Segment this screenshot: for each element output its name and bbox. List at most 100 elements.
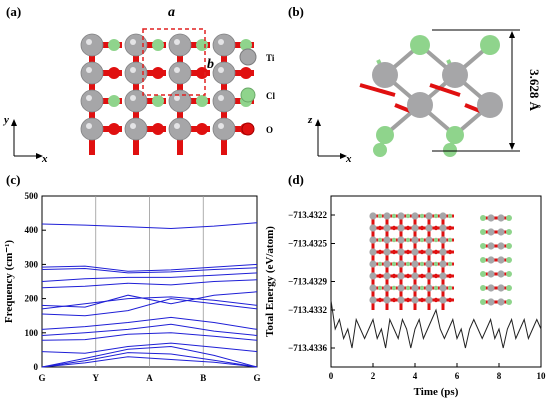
o-atom	[152, 123, 164, 135]
ti-highlight	[86, 39, 92, 45]
small-atom	[447, 249, 453, 255]
ti-highlight	[174, 95, 180, 101]
cl-atom	[196, 95, 208, 107]
cl-atom	[480, 215, 486, 221]
panel-a-label: (a)	[6, 4, 21, 19]
ti-atom	[369, 224, 377, 232]
small-atom	[419, 285, 425, 291]
o-bond	[427, 291, 431, 298]
o-bond	[89, 51, 95, 71]
ti-atom	[411, 248, 419, 256]
ti-atom	[168, 33, 192, 57]
o-bond	[385, 231, 389, 238]
o-bond	[177, 107, 183, 127]
cl-atom	[506, 229, 512, 235]
o-atom	[152, 67, 164, 79]
ti-atom	[124, 89, 148, 113]
o-bond	[399, 279, 403, 286]
ti-atom	[212, 61, 236, 85]
o-bond	[133, 135, 139, 155]
ti-atom	[487, 256, 495, 264]
thickness-indicator: 3.628 Å	[432, 29, 542, 152]
ti-atom	[487, 270, 495, 278]
ti-atom	[397, 248, 405, 256]
ti-atom	[397, 272, 405, 280]
o-bond	[413, 255, 417, 262]
cl-atom	[506, 299, 512, 305]
panel-d-label: (d)	[288, 172, 304, 187]
ti-atom	[369, 248, 377, 256]
small-atom	[391, 297, 397, 303]
o-bond	[481, 286, 511, 290]
o-bond	[399, 303, 403, 310]
cl-atom	[506, 243, 512, 249]
small-atom	[377, 285, 383, 291]
ti-atom	[212, 89, 236, 113]
cl-atom	[480, 285, 486, 291]
o-bond	[371, 243, 375, 250]
ti-highlight	[130, 95, 136, 101]
small-atom	[391, 285, 397, 291]
cl-atom	[480, 229, 486, 235]
small-atom	[391, 237, 397, 243]
cl-atom	[480, 257, 486, 263]
o-bond	[221, 79, 227, 99]
ti-atom	[497, 284, 505, 292]
ti-atom	[425, 296, 433, 304]
ti-atom	[383, 284, 391, 292]
small-atom	[391, 273, 397, 279]
energy-trace	[330, 300, 542, 349]
axis-y-label: y	[2, 114, 9, 126]
small-atom	[377, 237, 383, 243]
o-bond	[481, 272, 511, 276]
lattice-a-label: a	[168, 5, 175, 20]
ti-atom	[411, 284, 419, 292]
o-bond	[399, 267, 403, 274]
small-atom	[447, 297, 453, 303]
ti-atom	[487, 228, 495, 236]
y-tick-label: 300	[25, 259, 39, 269]
small-atom	[433, 261, 439, 267]
axis-x-label-b: x	[345, 153, 352, 165]
o-bond	[371, 303, 375, 310]
phonon-band	[41, 352, 258, 368]
ti-atom	[397, 284, 405, 292]
small-atom	[433, 225, 439, 231]
o-bond	[399, 243, 403, 250]
phonon-band	[41, 279, 258, 289]
y-tick-label: 100	[25, 328, 39, 338]
phonon-band	[41, 316, 258, 330]
ti-atom	[411, 272, 419, 280]
y-tick-label: 400	[25, 225, 39, 235]
o-bond	[427, 219, 431, 226]
small-atom	[391, 225, 397, 231]
small-atom	[447, 273, 453, 279]
o-atom	[108, 67, 120, 79]
o-bond	[413, 303, 417, 310]
phonon-band	[41, 296, 258, 310]
o-bond	[413, 267, 417, 274]
ti-atom	[425, 248, 433, 256]
ti-atom	[383, 296, 391, 304]
axis-z-label: z	[307, 114, 313, 126]
ti-atom	[497, 242, 505, 250]
ti-atom	[439, 260, 447, 268]
o-atom	[196, 123, 208, 135]
small-atom	[391, 213, 397, 219]
ti-atom	[487, 242, 495, 250]
o-bond	[481, 216, 511, 220]
ti-atom	[369, 272, 377, 280]
small-atom	[405, 297, 411, 303]
small-atom	[405, 213, 411, 219]
x-tick-label: A	[146, 373, 153, 383]
lattice-b-label: b	[207, 57, 214, 72]
small-atom	[419, 237, 425, 243]
o-bond	[385, 267, 389, 274]
ti-highlight	[174, 39, 180, 45]
ti-atom	[439, 284, 447, 292]
o-bond	[441, 231, 445, 238]
cl-atom	[108, 39, 120, 51]
y-axis-label: Frequency (cm⁻¹)	[3, 240, 15, 323]
ti-atom	[425, 260, 433, 268]
